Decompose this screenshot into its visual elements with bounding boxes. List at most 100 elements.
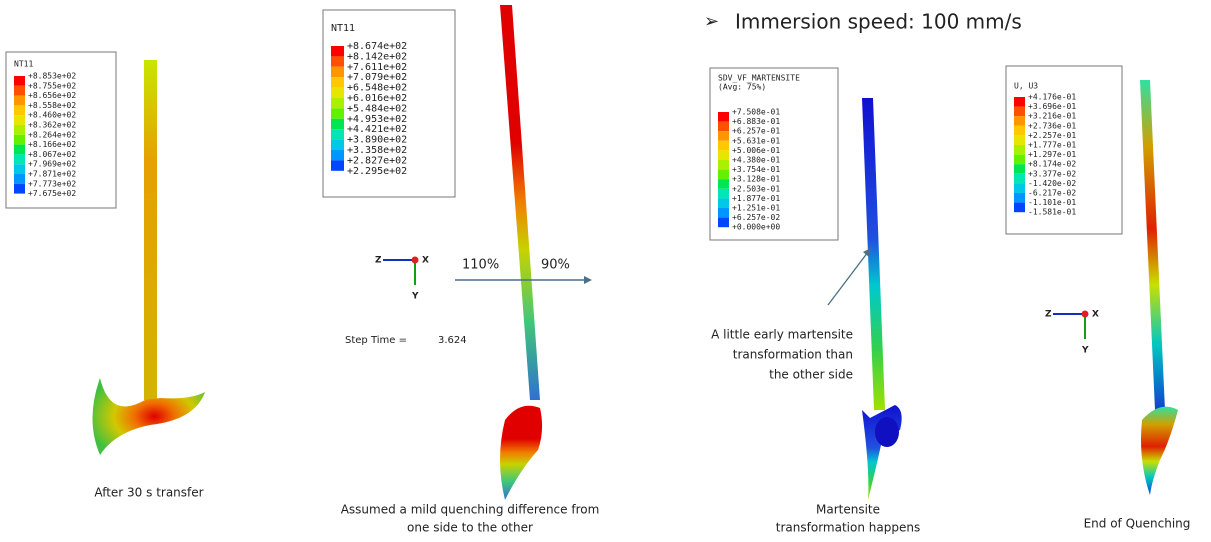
legend-label: +4.953e+02 xyxy=(347,114,407,125)
legend-label: +0.000e+00 xyxy=(732,223,780,232)
legend-label: +2.503e-01 xyxy=(732,184,780,193)
legend-swatch xyxy=(331,119,344,129)
legend-swatch xyxy=(1014,116,1025,126)
legend-swatch xyxy=(14,164,25,174)
bullet: ➢ xyxy=(704,11,719,32)
axis-x xyxy=(412,257,419,264)
legend-swatch xyxy=(331,46,344,56)
legend-label: +7.675e+02 xyxy=(28,189,76,198)
valve-model xyxy=(500,5,542,500)
caption: Assumed a mild quenching difference from xyxy=(341,503,600,517)
legend-label: +3.128e-01 xyxy=(732,175,780,184)
legend-swatch xyxy=(14,86,25,96)
legend-swatch xyxy=(14,154,25,164)
legend-swatch xyxy=(718,208,729,218)
legend-label: +8.166e+02 xyxy=(28,140,76,149)
legend-swatch xyxy=(331,56,344,66)
legend-label: +3.358e+02 xyxy=(347,145,407,156)
legend-label: +3.216e-01 xyxy=(1028,112,1076,121)
legend-label: +3.696e-01 xyxy=(1028,102,1076,111)
legend-label: +8.460e+02 xyxy=(28,111,76,120)
arrow-head xyxy=(584,276,592,284)
legend-label: +6.257e-02 xyxy=(732,213,780,222)
legend-label: +7.871e+02 xyxy=(28,170,76,179)
legend-swatch xyxy=(14,115,25,125)
legend-label: +2.257e-01 xyxy=(1028,131,1076,140)
percent-label: 90% xyxy=(541,258,570,273)
legend-label: +8.362e+02 xyxy=(28,121,76,130)
legend-label: +8.067e+02 xyxy=(28,150,76,159)
legend-label: +1.297e-01 xyxy=(1028,150,1076,159)
legend-label: +1.777e-01 xyxy=(1028,141,1076,150)
legend-swatch xyxy=(331,150,344,160)
legend-label: +3.890e+02 xyxy=(347,135,407,146)
legend-swatch xyxy=(14,96,25,106)
legend-swatch xyxy=(1014,164,1025,174)
note-arrow xyxy=(828,252,868,305)
legend-label: -6.217e-02 xyxy=(1028,189,1076,198)
legend-label: +1.877e-01 xyxy=(732,194,780,203)
caption: After 30 s transfer xyxy=(94,486,203,500)
legend-swatch xyxy=(718,218,729,228)
legend-swatch xyxy=(331,88,344,98)
step-time-value: 3.624 xyxy=(438,335,467,346)
legend-swatch xyxy=(14,76,25,86)
legend-label: -1.101e-01 xyxy=(1028,198,1076,207)
legend-swatch xyxy=(331,160,344,170)
legend-label: +7.079e+02 xyxy=(347,72,407,83)
caption: one side to the other xyxy=(407,521,533,535)
legend-swatch xyxy=(718,179,729,189)
caption: End of Quenching xyxy=(1084,517,1191,531)
heading: Immersion speed: 100 mm/s xyxy=(735,10,1022,34)
valve-model xyxy=(1140,80,1178,495)
legend-swatch xyxy=(331,98,344,108)
legend-swatch xyxy=(718,160,729,170)
legend-label: +8.755e+02 xyxy=(28,81,76,90)
legend-swatch xyxy=(14,125,25,135)
legend-swatch xyxy=(331,77,344,87)
legend-title: SDV_VF_MARTENSITE xyxy=(718,74,800,83)
legend-label: +5.484e+02 xyxy=(347,103,407,114)
axis-label: Y xyxy=(1081,346,1089,356)
legend-label: +6.257e-01 xyxy=(732,127,780,136)
legend-label: +7.508e-01 xyxy=(732,108,780,117)
note: A little early martensite xyxy=(711,328,853,342)
step-time-label: Step Time = xyxy=(345,335,407,346)
legend-swatch xyxy=(718,150,729,160)
axis-x xyxy=(1082,311,1089,318)
legend-label: +8.674e+02 xyxy=(347,41,407,52)
legend-title: (Avg: 75%) xyxy=(718,83,766,92)
legend-label: +7.969e+02 xyxy=(28,160,76,169)
note: transformation than xyxy=(733,348,853,362)
legend-label: +8.174e-02 xyxy=(1028,160,1076,169)
note: the other side xyxy=(769,368,853,382)
legend-swatch xyxy=(1014,183,1025,193)
caption: transformation happens xyxy=(776,521,920,535)
axis-label: Z xyxy=(1045,310,1052,320)
legend-label: +6.548e+02 xyxy=(347,83,407,94)
legend-label: +4.421e+02 xyxy=(347,124,407,135)
legend-swatch xyxy=(718,112,729,122)
legend-swatch xyxy=(1014,145,1025,155)
legend-label: +1.251e-01 xyxy=(732,204,780,213)
legend-swatch xyxy=(1014,107,1025,117)
legend-label: +3.377e-02 xyxy=(1028,169,1076,178)
legend-swatch xyxy=(718,131,729,141)
legend-swatch xyxy=(1014,155,1025,165)
percent-label: 110% xyxy=(462,258,499,273)
legend-label: +8.142e+02 xyxy=(347,51,407,62)
legend-swatch xyxy=(14,105,25,115)
legend-label: +4.380e-01 xyxy=(732,156,780,165)
legend-swatch xyxy=(1014,193,1025,203)
legend-label: +6.883e-01 xyxy=(732,117,780,126)
legend-label: +2.827e+02 xyxy=(347,155,407,166)
legend-title: NT11 xyxy=(14,60,33,69)
legend-label: +2.295e+02 xyxy=(347,166,407,177)
axis-label: X xyxy=(422,256,429,266)
legend-label: +7.611e+02 xyxy=(347,62,407,73)
legend-label: +2.736e-01 xyxy=(1028,121,1076,130)
legend-swatch xyxy=(718,122,729,132)
legend-swatch xyxy=(718,198,729,208)
legend-swatch xyxy=(14,184,25,194)
legend-title: NT11 xyxy=(331,23,355,34)
